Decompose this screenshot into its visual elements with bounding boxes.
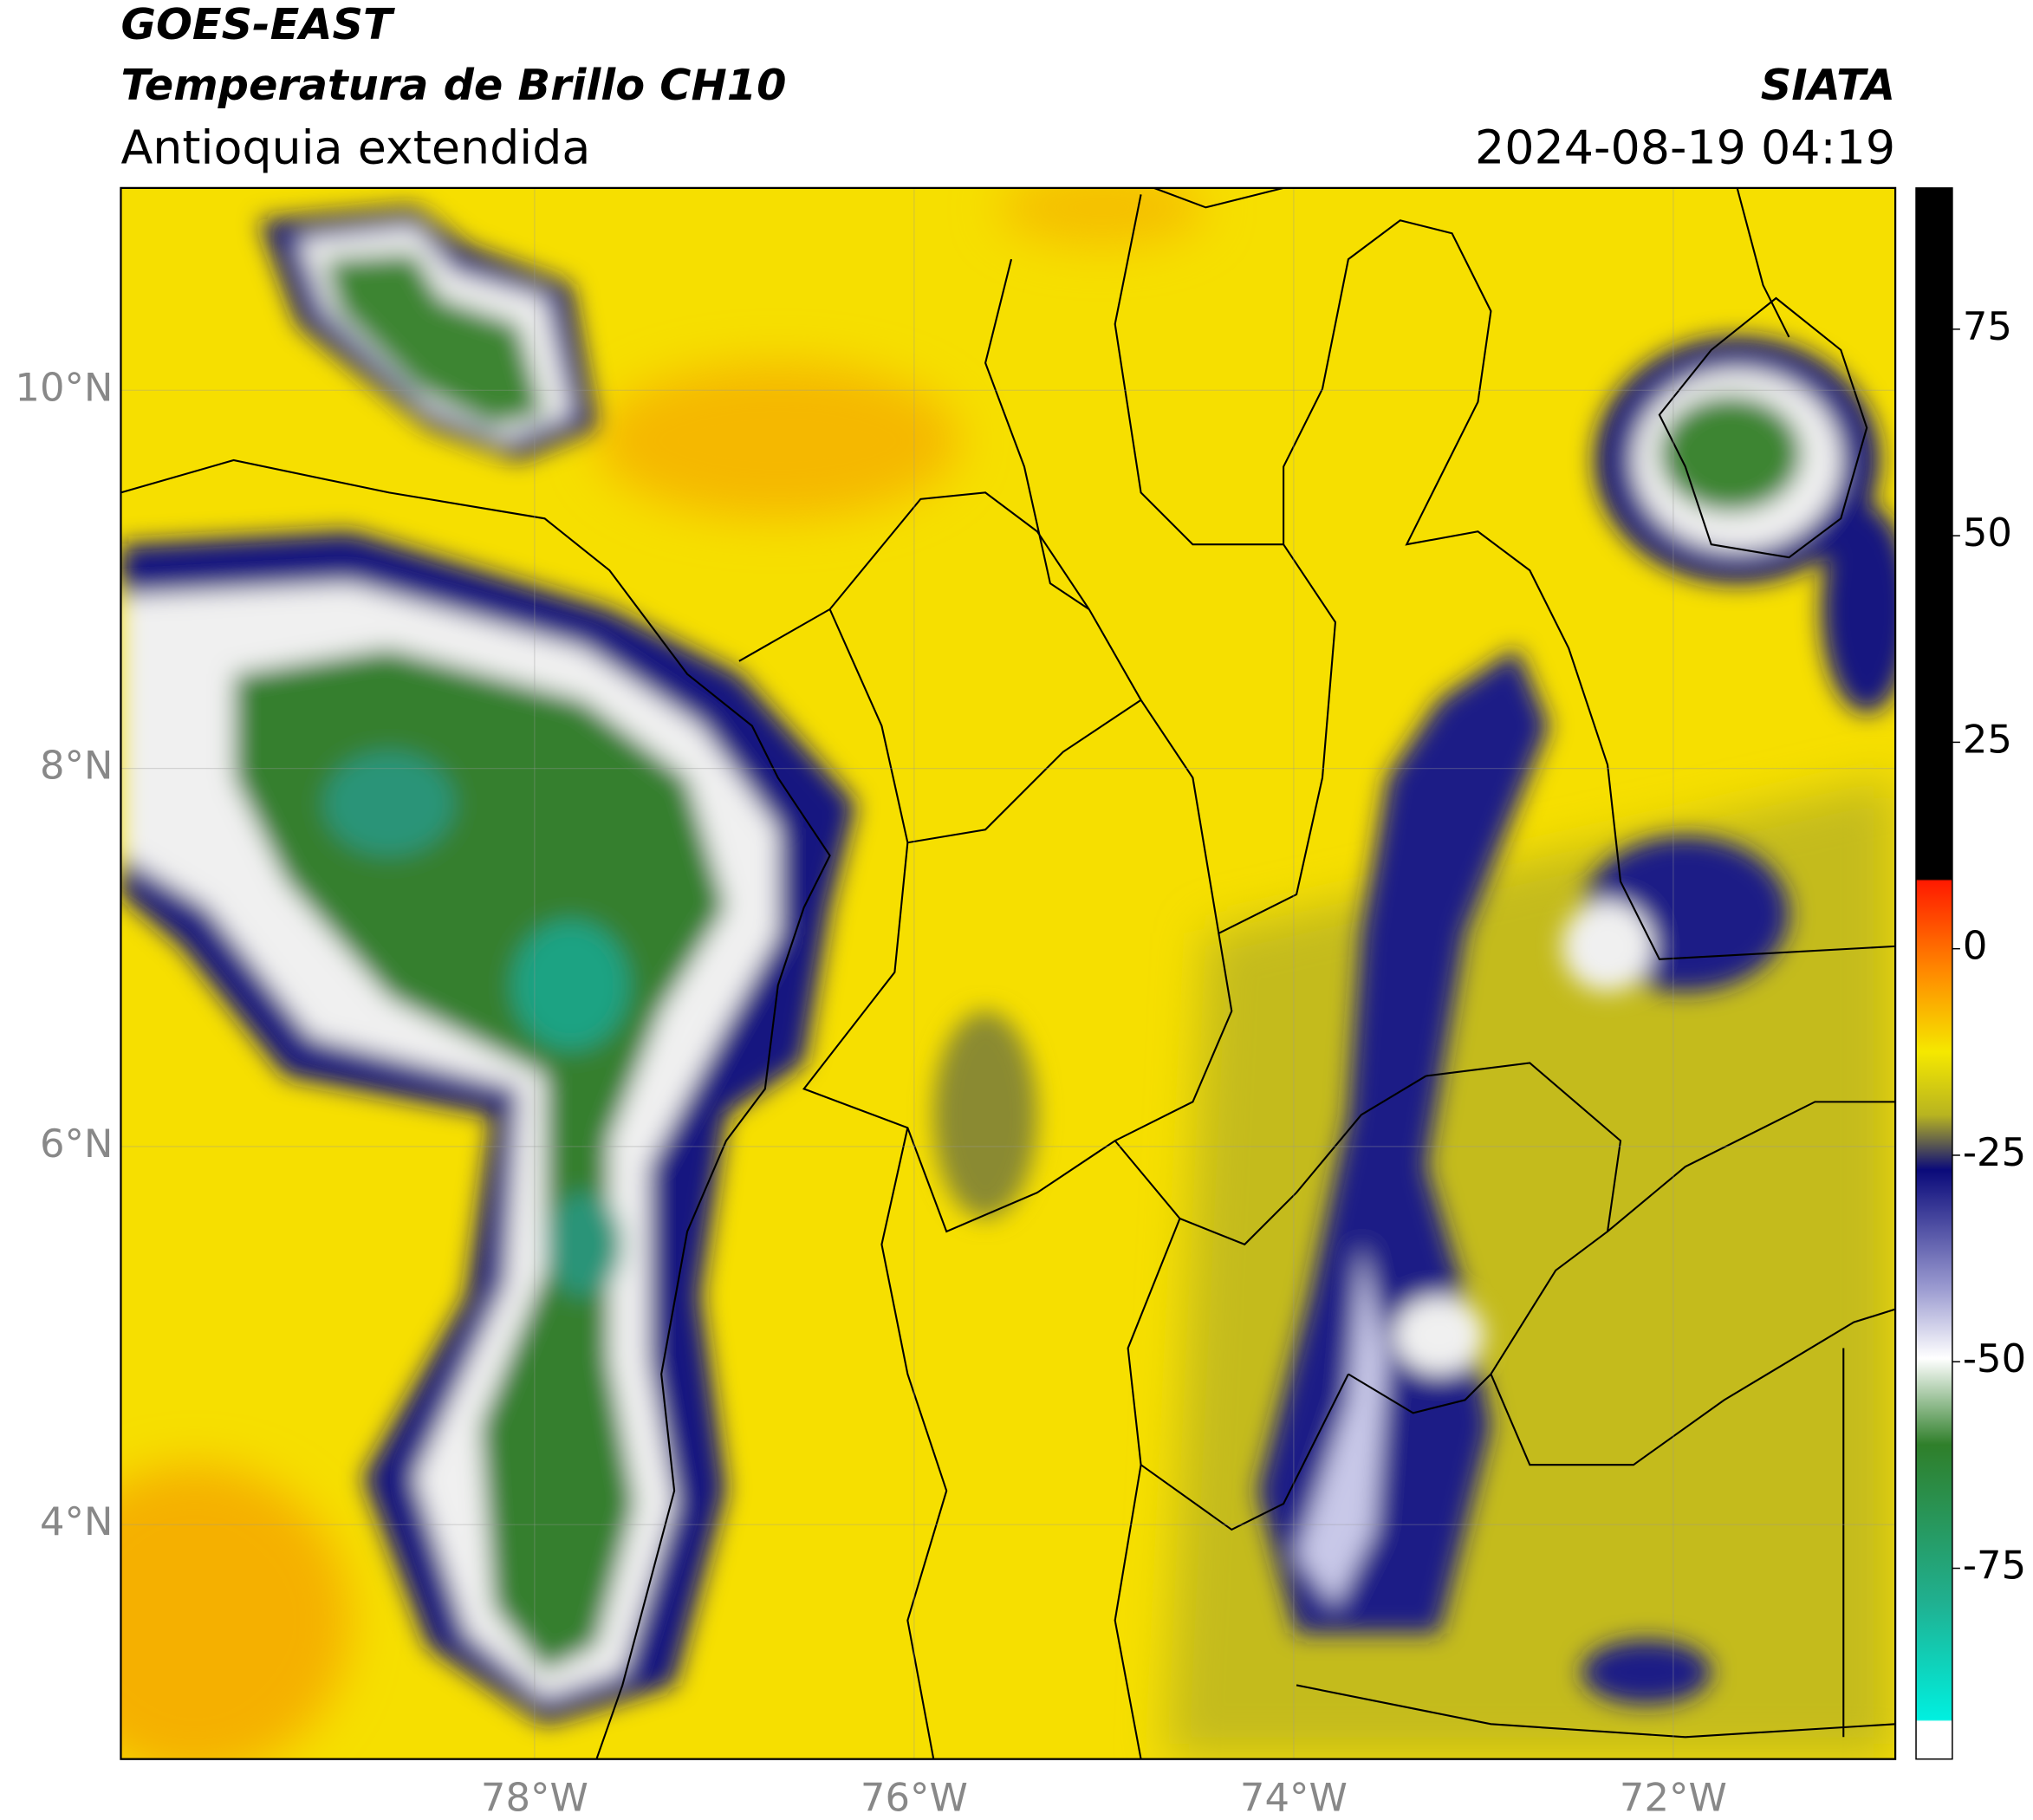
y-tick-label: 10°N bbox=[15, 364, 113, 410]
x-tick-label: 74°W bbox=[1240, 1775, 1348, 1820]
colorbar-tick-label: 0 bbox=[1963, 923, 1988, 969]
colorbar-tick-label: -25 bbox=[1963, 1129, 2026, 1175]
borders bbox=[120, 187, 1896, 1759]
grid bbox=[120, 187, 1896, 1759]
map-frame bbox=[120, 186, 1897, 1760]
colorbar-tick-label: -75 bbox=[1963, 1543, 2026, 1589]
region: Antioquia extendida bbox=[120, 120, 590, 174]
colorbar-tick-label: 75 bbox=[1963, 303, 2012, 349]
x-tick-label: 76°W bbox=[861, 1775, 968, 1820]
datetime: 2024-08-19 04:19 bbox=[1475, 120, 1895, 174]
source: SIATA bbox=[1761, 60, 1895, 110]
satellite-image bbox=[120, 187, 1896, 1759]
y-tick-label: 4°N bbox=[40, 1498, 114, 1544]
subtitle: Temperatura de Brillo CH10 bbox=[120, 60, 786, 110]
colorbar-tick-label: 25 bbox=[1963, 716, 2012, 762]
y-tick-label: 6°N bbox=[40, 1121, 114, 1167]
title: GOES-EAST bbox=[120, 0, 395, 49]
x-tick-label: 72°W bbox=[1620, 1775, 1727, 1820]
colorbar-tick-label: -50 bbox=[1963, 1336, 2026, 1381]
y-tick-label: 8°N bbox=[40, 743, 114, 789]
colorbar bbox=[1915, 187, 1953, 1760]
x-tick-label: 78°W bbox=[481, 1775, 588, 1820]
colorbar-tick-label: 50 bbox=[1963, 510, 2012, 556]
